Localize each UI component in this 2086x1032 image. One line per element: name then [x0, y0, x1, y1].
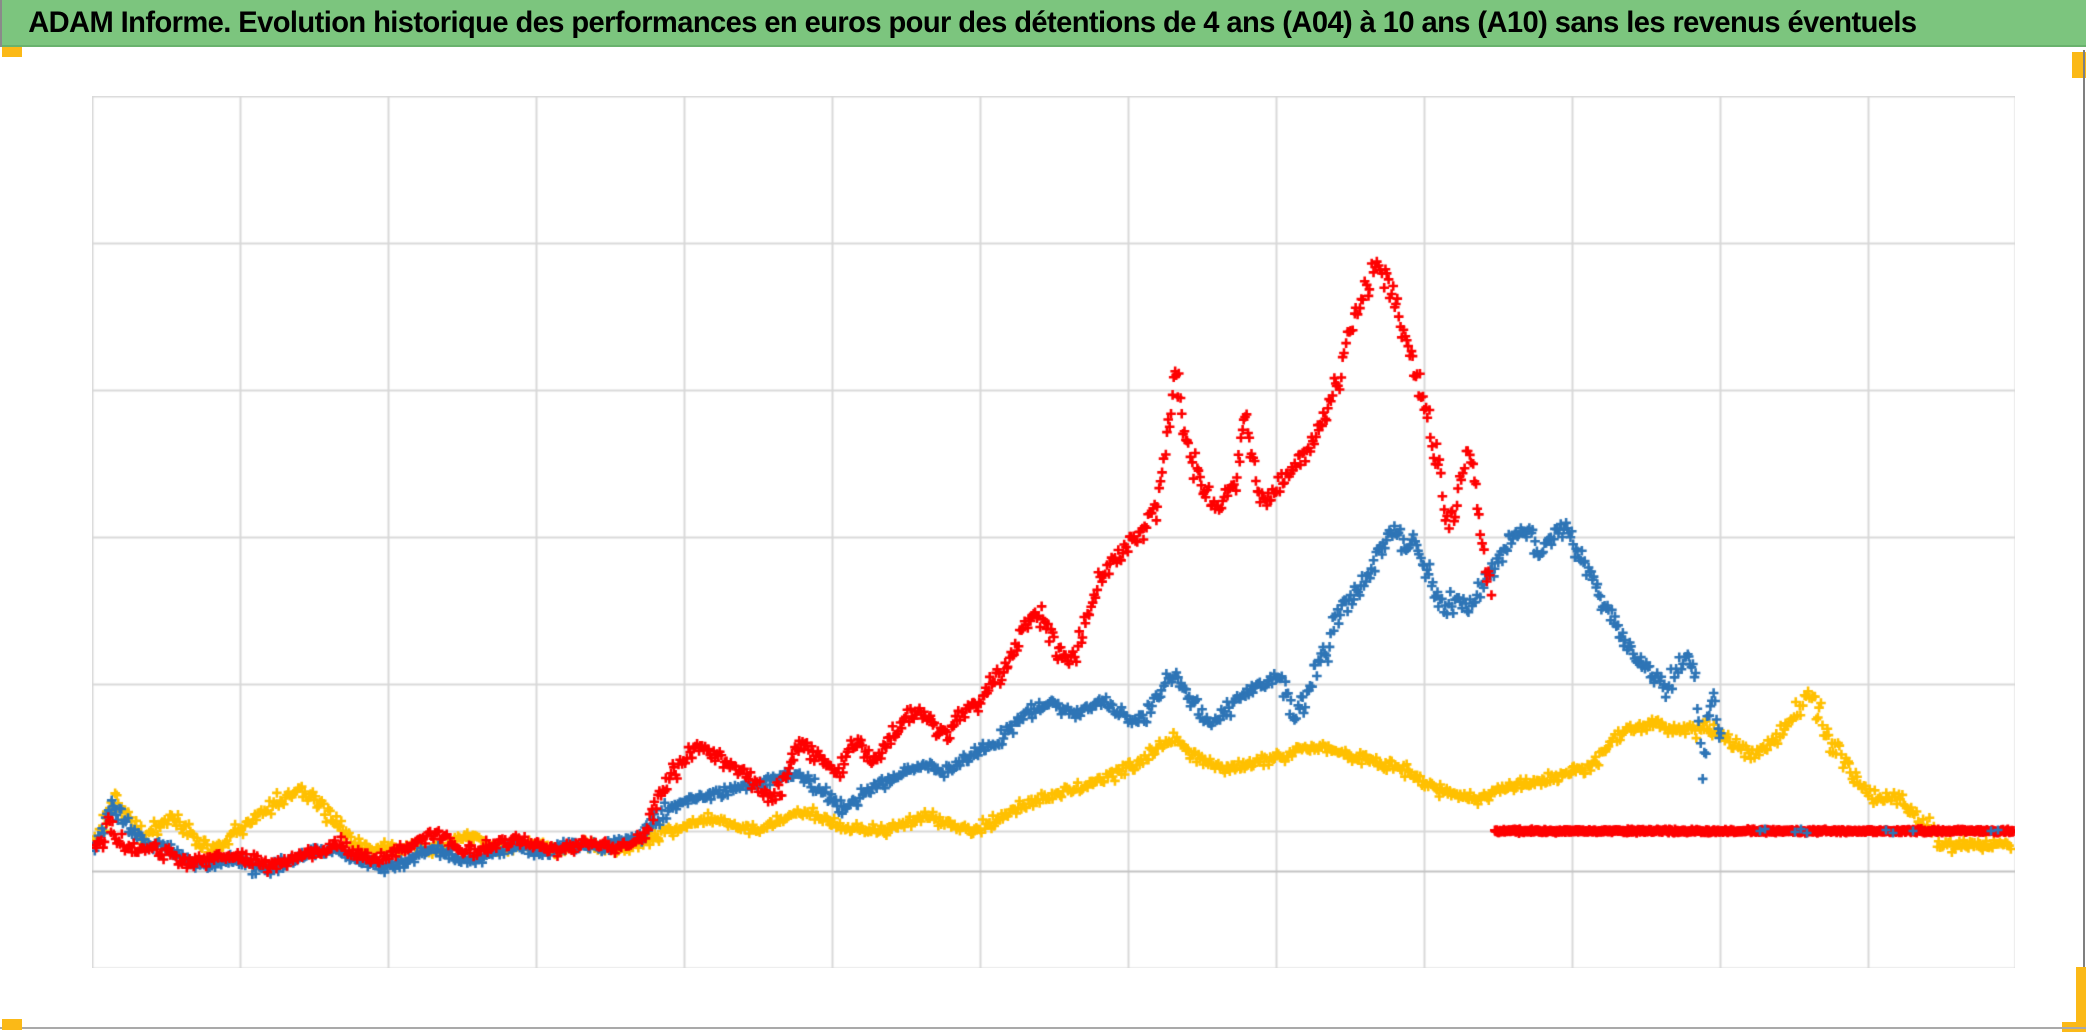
title-bar: ADAM Informe. Evolution historique des p… [2, 0, 2086, 47]
bottom-edge-line [0, 1027, 2086, 1029]
right-edge-line [2083, 50, 2085, 1030]
corner-accent-top-right [2072, 52, 2086, 78]
chart-area [92, 96, 2015, 968]
corner-accent-bottom-left [2, 1019, 22, 1030]
corner-accent-bottom-right-vertical [2076, 967, 2086, 1032]
page-title: ADAM Informe. Evolution historique des p… [28, 6, 1917, 39]
left-edge-line [0, 0, 2, 47]
corner-accent-top-left [2, 47, 22, 57]
performance-chart-canvas [92, 96, 2015, 968]
